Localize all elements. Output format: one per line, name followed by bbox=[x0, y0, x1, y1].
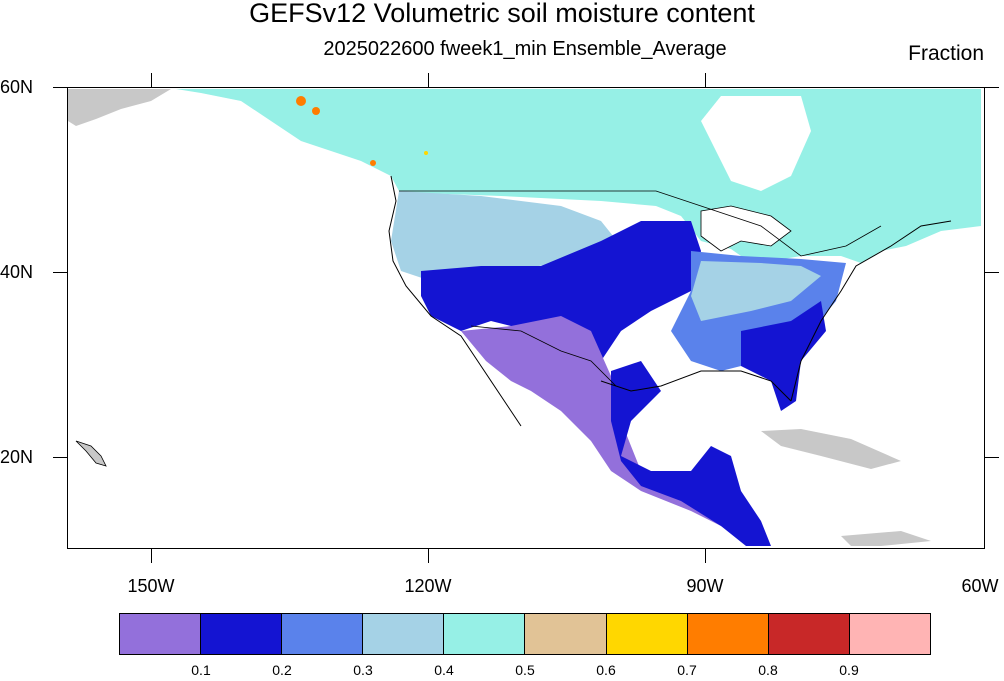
colorbar-swatch bbox=[525, 614, 607, 654]
colorbar-swatch bbox=[768, 614, 850, 654]
region-dry-band bbox=[421, 221, 701, 381]
tick-bottom-120w bbox=[428, 549, 429, 563]
bc-wet-spot-2 bbox=[424, 151, 428, 155]
lon-label-60w: 60W bbox=[961, 576, 999, 596]
tick-right-20n bbox=[985, 457, 999, 458]
lat-label-40n: 40N bbox=[0, 262, 34, 282]
colorbar-swatch bbox=[687, 614, 769, 654]
region-alaska bbox=[68, 89, 171, 126]
region-cuba bbox=[761, 429, 901, 469]
colorbar-label: 0.7 bbox=[677, 662, 697, 678]
region-caribbean-south bbox=[841, 531, 931, 546]
us-canada-border bbox=[399, 190, 882, 257]
units-label: Fraction bbox=[908, 42, 984, 65]
colorbar-label: 0.9 bbox=[839, 662, 859, 678]
tick-left-40n bbox=[53, 272, 67, 273]
tick-top-150w bbox=[151, 73, 152, 87]
region-southeast bbox=[741, 301, 826, 411]
colorbar-swatch bbox=[282, 614, 364, 654]
pacific-coastline bbox=[388, 175, 522, 427]
tick-left-20n bbox=[53, 457, 67, 458]
alaska-wet-spot-2 bbox=[312, 107, 320, 115]
lon-label-120w: 120W bbox=[404, 576, 452, 596]
lon-label-90w: 90W bbox=[686, 576, 724, 596]
colorbar-label: 0.3 bbox=[353, 662, 373, 678]
gulf-coastline bbox=[600, 370, 792, 402]
tick-bottom-150w bbox=[151, 549, 152, 563]
tick-top-120w bbox=[428, 73, 429, 87]
lat-label-60n: 60N bbox=[0, 77, 34, 97]
colorbar-swatch bbox=[849, 614, 930, 654]
colorbar-label: 0.6 bbox=[596, 662, 616, 678]
tick-bottom-90w bbox=[705, 549, 706, 563]
map-subtitle: 2025022600 fweek1_min Ensemble_Average bbox=[323, 38, 727, 60]
colorbar-label: 0.2 bbox=[272, 662, 292, 678]
colorbar-swatch bbox=[606, 614, 688, 654]
alaska-wet-spot-1 bbox=[296, 96, 306, 106]
us-mexico-border bbox=[470, 325, 617, 387]
colorbar-label: 0.1 bbox=[191, 662, 211, 678]
region-mexico bbox=[461, 316, 761, 541]
lat-label-20n: 20N bbox=[0, 447, 34, 467]
region-gulf-coast bbox=[611, 361, 771, 546]
region-ohio-valley bbox=[691, 261, 821, 321]
region-hudson-bay bbox=[701, 96, 811, 191]
colorbar-swatch bbox=[444, 614, 526, 654]
great-lakes bbox=[700, 205, 792, 252]
colorbar-swatch bbox=[120, 614, 202, 654]
lon-label-150w: 150W bbox=[127, 576, 175, 596]
colorbar-label: 0.4 bbox=[434, 662, 454, 678]
tick-top-90w bbox=[705, 73, 706, 87]
bc-wet-spot bbox=[370, 160, 376, 166]
tick-right-40n bbox=[985, 272, 999, 273]
atlantic-coastline bbox=[790, 220, 952, 402]
soil-moisture-map bbox=[67, 87, 985, 549]
colorbar bbox=[119, 613, 931, 655]
colorbar-label: 0.5 bbox=[515, 662, 535, 678]
region-hawaii bbox=[75, 440, 107, 467]
colorbar-swatch bbox=[363, 614, 445, 654]
map-title: GEFSv12 Volumetric soil moisture content bbox=[249, 0, 755, 28]
colorbar-label: 0.8 bbox=[758, 662, 778, 678]
tick-left-60n bbox=[53, 87, 67, 88]
tick-right-60n bbox=[985, 87, 999, 88]
colorbar-swatch bbox=[201, 614, 283, 654]
